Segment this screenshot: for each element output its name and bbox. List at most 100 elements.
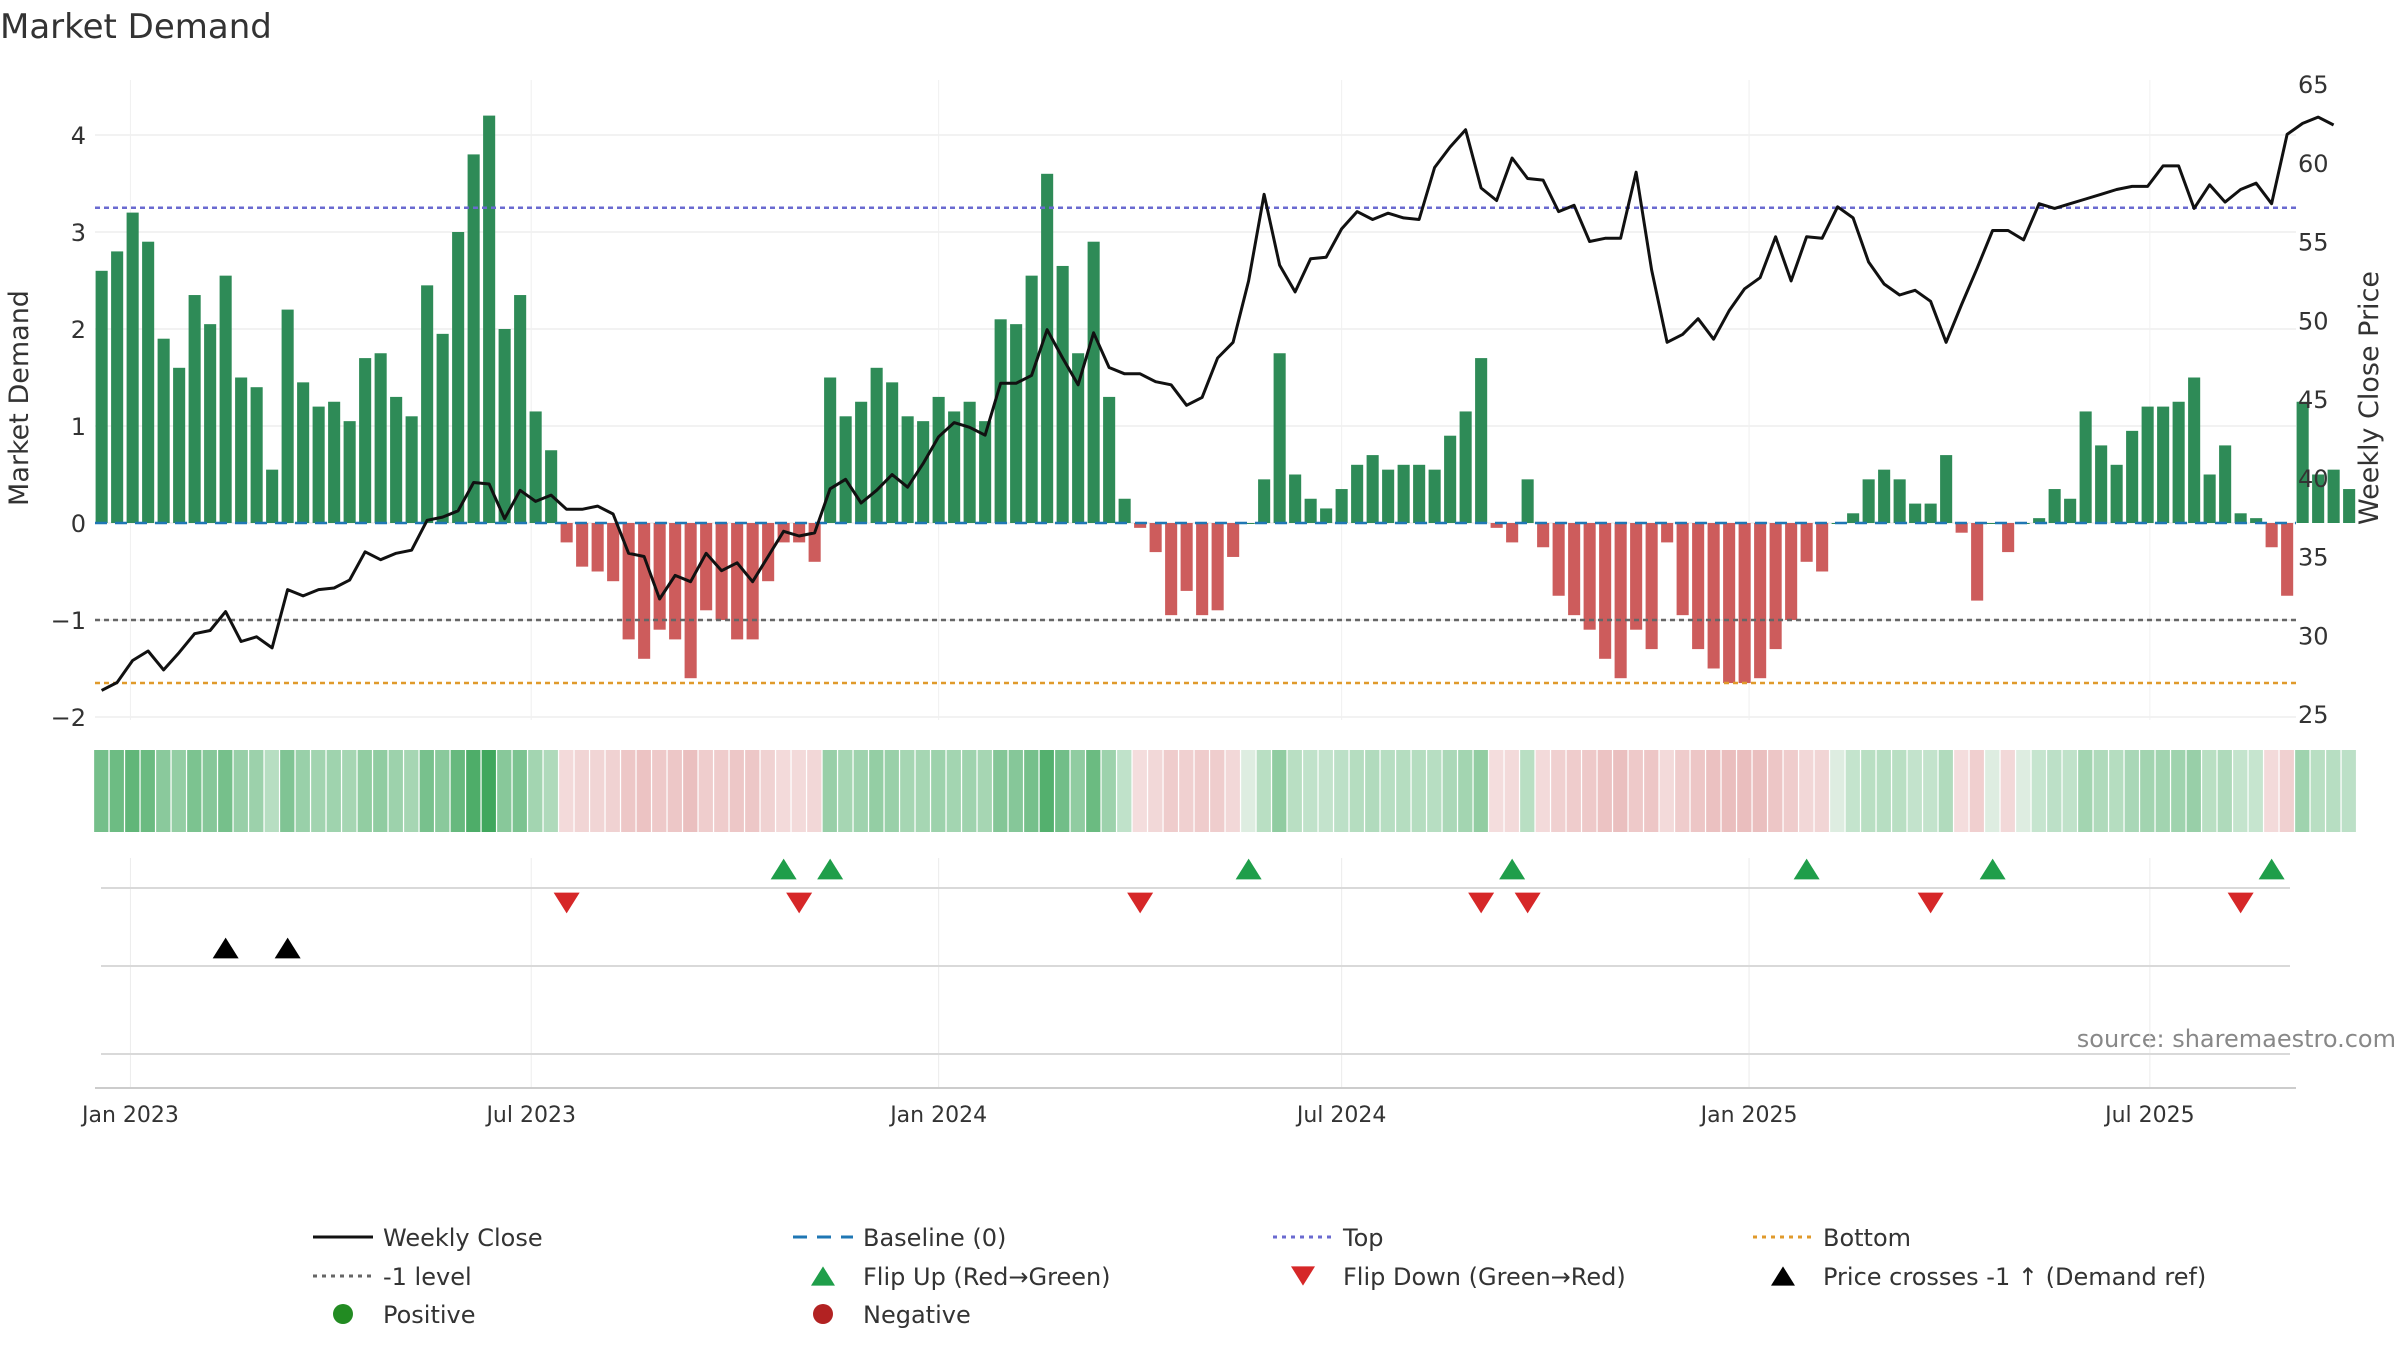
- demand-bar: [126, 212, 139, 523]
- legend-label: Price crosses -1 ↑ (Demand ref): [1823, 1263, 2206, 1291]
- heat-cell: [125, 750, 140, 832]
- heat-cell: [962, 750, 977, 832]
- demand-bar: [917, 421, 930, 523]
- heat-cell: [1303, 750, 1318, 832]
- heat-cell: [791, 750, 806, 832]
- heat-cell: [2341, 750, 2356, 832]
- heat-cell: [853, 750, 868, 832]
- heat-cell: [1427, 750, 1442, 832]
- x-tick-label: Jan 2023: [80, 1103, 179, 1128]
- flip-up-marker: [1793, 858, 1820, 880]
- heat-cell: [2279, 750, 2294, 832]
- demand-bar: [173, 367, 186, 523]
- flip-down-marker: [2227, 892, 2254, 914]
- heat-cell: [760, 750, 775, 832]
- heat-cell: [373, 750, 388, 832]
- heat-cell: [1551, 750, 1566, 832]
- legend-label: Bottom: [1823, 1224, 1911, 1252]
- y-tick-label-left: −2: [51, 704, 86, 732]
- demand-bar: [1785, 523, 1798, 620]
- demand-bar: [204, 324, 217, 523]
- heat-cell: [2295, 750, 2310, 832]
- heat-cell: [574, 750, 589, 832]
- heat-cell: [636, 750, 651, 832]
- heat-cell: [187, 750, 202, 832]
- heat-cell: [1892, 750, 1907, 832]
- demand-bar: [1490, 523, 1503, 528]
- flip-down-marker: [1468, 892, 1495, 914]
- demand-bar: [2157, 406, 2170, 523]
- legend-item: Weekly Close: [313, 1224, 543, 1252]
- heat-cell: [1458, 750, 1473, 832]
- heat-cell: [1380, 750, 1395, 832]
- demand-bar: [1056, 265, 1069, 523]
- price-cross-marker: [274, 937, 301, 959]
- demand-bar: [1444, 435, 1457, 523]
- demand-bar: [328, 401, 341, 523]
- demand-bar: [1211, 523, 1224, 611]
- y-axis-label-right: Weekly Close Price: [2354, 271, 2385, 525]
- heat-cell: [1210, 750, 1225, 832]
- legend-item: Flip Down (Green→Red): [1291, 1263, 1626, 1291]
- legend-item: Top: [1273, 1224, 1384, 1252]
- demand-bar: [343, 421, 356, 523]
- demand-bar: [731, 523, 744, 640]
- heat-cell: [1504, 750, 1519, 832]
- demand-bar: [452, 232, 465, 523]
- demand-bar: [1862, 479, 1875, 523]
- heat-cell: [1194, 750, 1209, 832]
- heat-cell: [2031, 750, 2046, 832]
- heat-cell: [419, 750, 434, 832]
- heat-cell: [2000, 750, 2015, 832]
- demand-bar: [2141, 406, 2154, 523]
- demand-bar: [405, 416, 418, 523]
- heat-cell: [2264, 750, 2279, 832]
- heat-cell: [249, 750, 264, 832]
- demand-bar: [622, 523, 635, 640]
- demand-bar: [2281, 523, 2294, 596]
- demand-bar: [1878, 469, 1891, 523]
- heat-cell: [1024, 750, 1039, 832]
- demand-bar: [1986, 523, 1999, 524]
- heat-cell: [1783, 750, 1798, 832]
- heat-cell: [1101, 750, 1116, 832]
- demand-bar: [1149, 523, 1162, 553]
- demand-bar: [591, 523, 604, 572]
- heat-cell: [311, 750, 326, 832]
- heat-cell: [2248, 750, 2263, 832]
- demand-bar: [1010, 324, 1023, 523]
- heat-cell: [559, 750, 574, 832]
- heat-cell: [1644, 750, 1659, 832]
- y-tick-label-left: 4: [71, 122, 86, 150]
- heat-cell: [1752, 750, 1767, 832]
- demand-bar: [1816, 523, 1829, 572]
- x-tick-label: Jul 2025: [2103, 1103, 2195, 1128]
- demand-bar: [235, 377, 248, 523]
- demand-bar: [870, 367, 883, 523]
- demand-bar: [467, 154, 480, 523]
- heat-cell: [1690, 750, 1705, 832]
- demand-bar: [483, 115, 496, 523]
- demand-bar: [948, 411, 961, 523]
- heat-cell: [1349, 750, 1364, 832]
- heat-cell: [264, 750, 279, 832]
- demand-bar: [1645, 523, 1658, 650]
- heat-cell: [1876, 750, 1891, 832]
- heat-cell: [1396, 750, 1411, 832]
- demand-bar: [1723, 523, 1736, 684]
- heat-cell: [1799, 750, 1814, 832]
- demand-bar: [1289, 474, 1302, 523]
- heat-cell: [1721, 750, 1736, 832]
- heat-cell: [466, 750, 481, 832]
- demand-bar: [1320, 508, 1333, 523]
- heat-cell: [280, 750, 295, 832]
- demand-bar: [1521, 479, 1534, 523]
- heat-cell: [1163, 750, 1178, 832]
- demand-bar: [2343, 489, 2356, 523]
- flip-down-marker: [1917, 892, 1944, 914]
- heat-cell: [1923, 750, 1938, 832]
- demand-bar: [979, 421, 992, 523]
- heat-cell: [1628, 750, 1643, 832]
- demand-bar: [1118, 498, 1131, 523]
- legend-item: Flip Up (Red→Green): [811, 1263, 1111, 1291]
